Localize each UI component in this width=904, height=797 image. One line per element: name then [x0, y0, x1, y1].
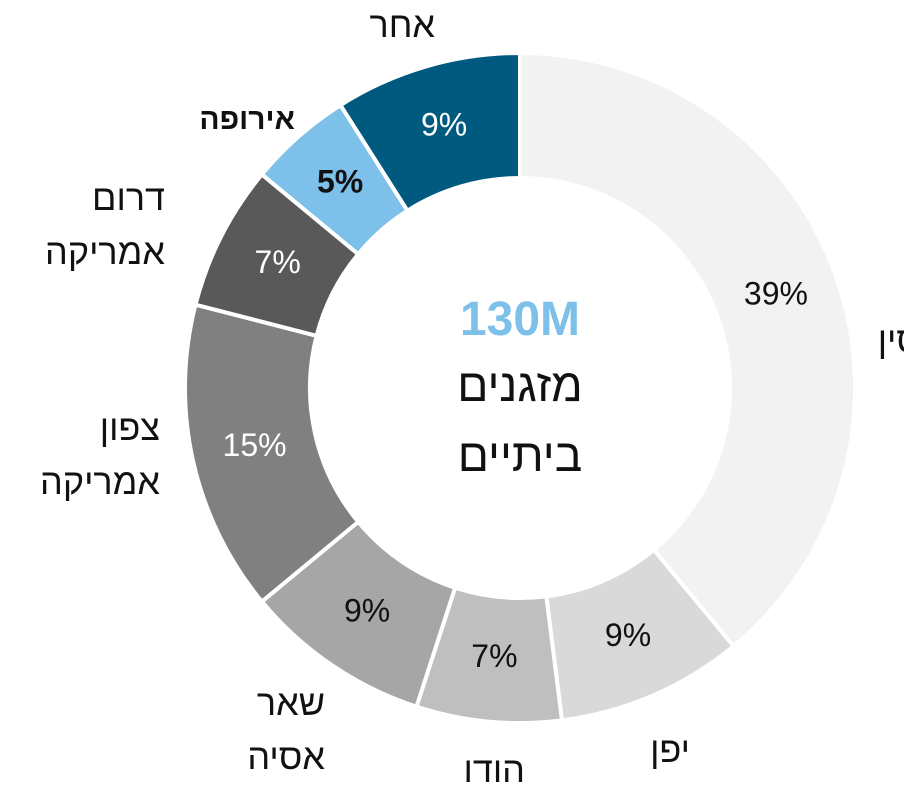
category-label: יפן	[650, 729, 690, 770]
category-label: דרום אמריקה	[45, 177, 165, 272]
center-value: 130M	[459, 293, 581, 346]
value-label: 7%	[255, 244, 301, 280]
center: 130M מזגנים ביתיים	[370, 290, 670, 490]
value-label: 7%	[471, 638, 517, 674]
value-label: 9%	[605, 617, 651, 653]
center-label: מזגנים ביתיים	[457, 359, 583, 481]
value-label: 39%	[744, 275, 808, 311]
category-label: סין	[877, 319, 904, 360]
value-label: 9%	[421, 106, 467, 142]
value-label: 9%	[344, 592, 390, 628]
donut-segment	[337, 50, 522, 214]
value-label: 15%	[223, 427, 287, 463]
category-label: הודו	[463, 749, 525, 790]
category-label: אירופה	[199, 103, 295, 136]
category-label: אחר	[369, 4, 435, 45]
category-label: שאר אסיה	[247, 682, 325, 777]
value-label: 5%	[317, 163, 363, 199]
donut-segment	[518, 50, 857, 649]
category-label: צפון אמריקה	[40, 407, 160, 502]
